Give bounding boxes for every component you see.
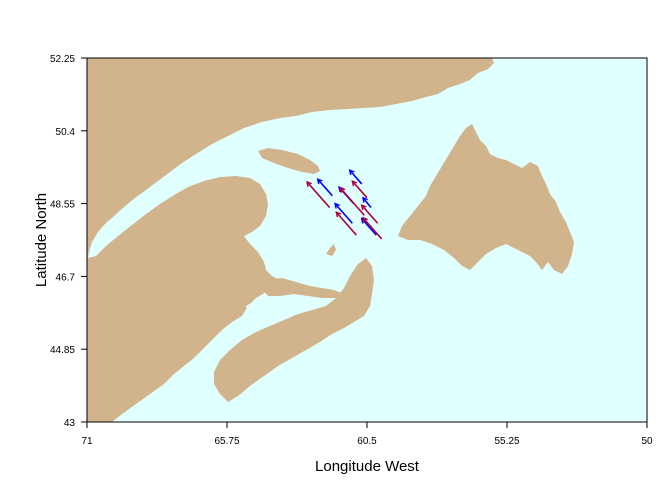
y-axis: 52.25 50.4 48.55 46.7 44.85 43 bbox=[50, 54, 87, 429]
red-vector-shaft bbox=[339, 187, 365, 216]
red-vector-shaft bbox=[362, 217, 383, 240]
blue-vector-arrowhead bbox=[316, 178, 323, 185]
land-prince-edward-island bbox=[262, 278, 344, 298]
red-vector-arrowhead bbox=[362, 216, 368, 223]
land-newfoundland bbox=[398, 124, 574, 274]
land-mainland bbox=[87, 58, 494, 422]
blue-vector-shaft bbox=[317, 178, 333, 197]
water-bay-of-fundy bbox=[246, 296, 278, 316]
land-nova-scotia bbox=[214, 258, 374, 402]
red-vector-shaft bbox=[361, 204, 379, 224]
blue-vector-shaft bbox=[349, 169, 363, 185]
y-tick-label: 44.85 bbox=[50, 345, 75, 356]
y-tick-label: 50.4 bbox=[56, 127, 76, 138]
land-magdalen-islands bbox=[326, 244, 336, 256]
x-axis: 71 65.75 60.5 55.25 50 bbox=[81, 422, 653, 447]
blue-vector-arrowhead bbox=[362, 196, 368, 203]
red-vector-arrowhead bbox=[339, 186, 346, 193]
red-vector-arrowhead bbox=[360, 204, 367, 211]
y-axis-title: Latitude North bbox=[33, 193, 50, 287]
blue-vector-arrowhead bbox=[334, 202, 340, 209]
blue-vector-arrowhead bbox=[348, 169, 355, 176]
current-vectors bbox=[306, 169, 383, 240]
red-vector-arrowhead bbox=[306, 180, 312, 187]
blue-vector-shaft bbox=[334, 203, 353, 224]
red-vector-shaft bbox=[306, 181, 331, 209]
x-tick-label: 50 bbox=[641, 436, 653, 447]
x-tick-label: 60.5 bbox=[357, 436, 377, 447]
y-tick-label: 52.25 bbox=[50, 54, 75, 65]
red-vector-shaft bbox=[335, 211, 357, 236]
blue-vector-shaft bbox=[362, 197, 372, 209]
x-axis-title: Longitude West bbox=[315, 458, 420, 475]
y-tick-label: 43 bbox=[64, 418, 76, 429]
x-tick-label: 71 bbox=[81, 436, 93, 447]
red-vector-arrowhead bbox=[335, 211, 342, 218]
y-tick-label: 46.7 bbox=[56, 272, 76, 283]
y-tick-label: 48.55 bbox=[50, 200, 75, 211]
land-anticosti bbox=[258, 148, 320, 174]
x-tick-label: 65.75 bbox=[214, 436, 239, 447]
landmasses bbox=[87, 58, 574, 422]
red-vector-shaft bbox=[351, 180, 368, 199]
x-tick-label: 55.25 bbox=[494, 436, 519, 447]
red-vector-arrowhead bbox=[351, 180, 358, 187]
